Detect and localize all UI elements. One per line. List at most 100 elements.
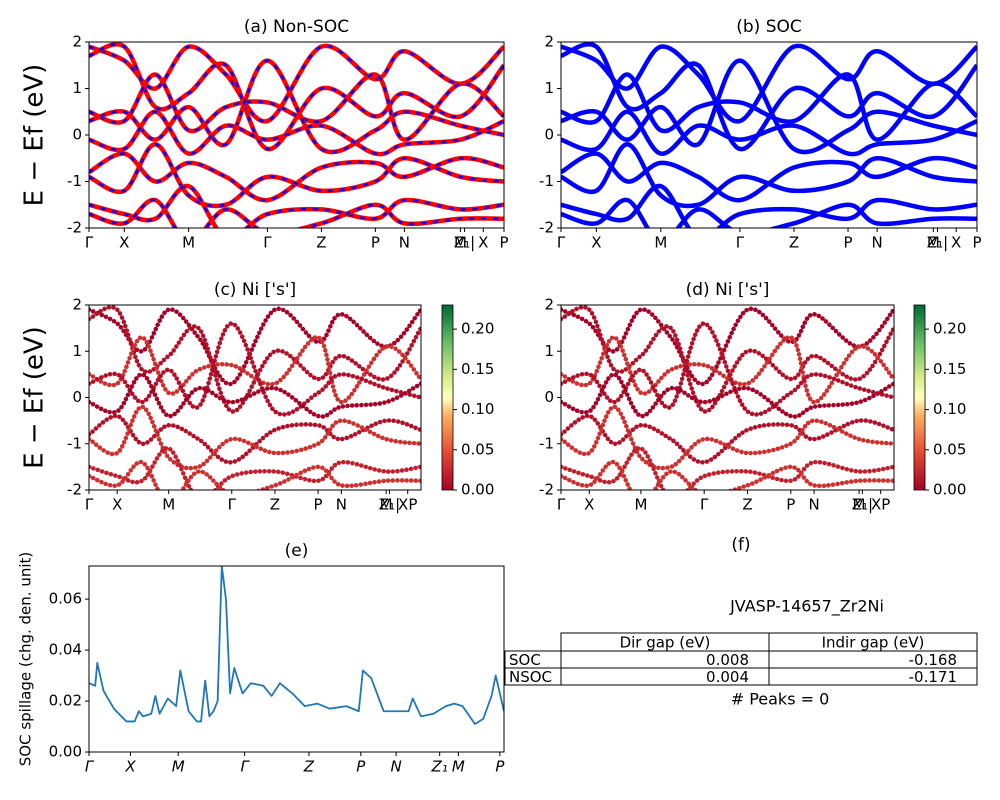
band-line xyxy=(561,72,977,142)
colorbar-tick-label: 0.00 xyxy=(461,481,494,499)
band-line-overlay xyxy=(89,59,504,154)
table-subtitle: JVASP-14657_Zr2Ni xyxy=(729,597,884,617)
x-tick-label: M xyxy=(172,758,185,776)
band-dots xyxy=(89,413,421,465)
x-tick-label: M xyxy=(380,496,393,514)
x-tick-label: M xyxy=(853,496,866,514)
panel-title: (d) Ni ['s'] xyxy=(686,280,770,300)
y-axis-label: E − Ef (eV) xyxy=(20,64,50,207)
x-tick-label: P xyxy=(495,758,505,776)
panel-title: (a) Non-SOC xyxy=(244,17,349,37)
x-tick-label: P xyxy=(844,234,853,252)
band-dots xyxy=(561,404,894,471)
y-tick-label: -2 xyxy=(67,481,82,499)
band-line xyxy=(89,183,504,228)
panel-title: (e) xyxy=(285,541,309,561)
y-tick-label: 0.00 xyxy=(49,743,82,761)
x-tick-label: Z₁| xyxy=(454,234,475,252)
band-line xyxy=(89,142,504,209)
x-tick-label: X xyxy=(112,496,122,514)
colorbar-tick-label: 0.10 xyxy=(461,400,494,418)
x-tick-label: M xyxy=(927,234,940,252)
colorbar-tick-label: 0.05 xyxy=(933,440,966,458)
y-tick-label: -2 xyxy=(539,481,554,499)
plot-area xyxy=(561,42,977,228)
band-line xyxy=(561,42,977,152)
table-note: # Peaks = 0 xyxy=(731,690,830,709)
table-column-header: Dir gap (eV) xyxy=(620,634,711,652)
y-tick-label: -2 xyxy=(539,219,554,237)
x-tick-label: N xyxy=(872,234,883,252)
band-dots xyxy=(561,446,894,490)
band-line xyxy=(561,109,977,157)
band-dots xyxy=(561,413,894,465)
x-tick-label: Γ xyxy=(263,234,272,252)
y-tick-label: 2 xyxy=(544,296,554,314)
y-tick-label: 2 xyxy=(544,33,554,51)
table-row-label: NSOC xyxy=(509,668,552,686)
band-dots xyxy=(89,372,421,419)
y-axis-label: SOC spillage (chg. den. unit) xyxy=(17,552,35,767)
x-tick-label: Γ xyxy=(85,234,94,252)
x-tick-label: M xyxy=(634,496,647,514)
band-line xyxy=(561,58,977,155)
y-tick-label: 1 xyxy=(72,79,82,97)
y-tick-label: 1 xyxy=(72,342,82,360)
table-column-header: Indir gap (eV) xyxy=(822,634,925,652)
x-tick-label: X xyxy=(951,234,961,252)
x-tick-label: P xyxy=(371,234,380,252)
x-tick-label: Γ xyxy=(228,496,237,514)
x-tick-label: X xyxy=(591,234,601,252)
x-tick-label: Z₁| xyxy=(852,496,873,514)
band-line xyxy=(89,151,504,203)
band-dots xyxy=(561,306,894,386)
table-value: -0.168 xyxy=(909,651,957,669)
x-tick-label: N xyxy=(399,234,410,252)
table-row-label: SOC xyxy=(509,651,541,669)
x-tick-label: Z₁| xyxy=(379,496,400,514)
x-tick-label: XP xyxy=(398,496,417,514)
colorbar-tick-label: 0.20 xyxy=(461,320,494,338)
x-tick-label: Γ xyxy=(240,758,250,776)
x-tick-label: Z xyxy=(316,234,326,252)
y-tick-label: 1 xyxy=(544,79,554,97)
band-line-overlay xyxy=(89,152,504,202)
band-line-overlay xyxy=(89,143,504,208)
x-tick-label: Γ xyxy=(700,496,709,514)
x-tick-label: Z₁| xyxy=(927,234,948,252)
y-tick-label: -1 xyxy=(539,434,554,452)
x-tick-label: X xyxy=(119,234,129,252)
colorbar-tick-label: 0.10 xyxy=(933,400,966,418)
x-tick-label: M xyxy=(182,234,195,252)
x-tick-label: M xyxy=(162,496,175,514)
panel-title: (f) xyxy=(731,535,750,555)
x-tick-label: N xyxy=(336,496,347,514)
y-axis-label: E − Ef (eV) xyxy=(20,326,50,469)
y-tick-label: 0.02 xyxy=(49,692,82,710)
band-line xyxy=(561,197,977,228)
y-tick-label: -2 xyxy=(67,219,82,237)
y-tick-label: -1 xyxy=(67,434,82,452)
x-tick-label: P xyxy=(786,496,795,514)
colorbar xyxy=(441,304,454,491)
x-tick-label: Z₁ xyxy=(431,758,448,776)
band-dots xyxy=(89,335,421,405)
band-line xyxy=(561,183,977,228)
band-dots xyxy=(561,459,894,490)
y-tick-label: 2 xyxy=(72,296,82,314)
table-value: 0.004 xyxy=(706,668,749,686)
x-tick-label: P xyxy=(356,758,366,776)
band-dots xyxy=(89,305,421,414)
y-tick-label: 0 xyxy=(544,388,554,406)
x-tick-label: Z xyxy=(270,496,280,514)
x-tick-label: XP xyxy=(871,496,890,514)
panel-title: (c) Ni ['s'] xyxy=(214,280,296,300)
x-tick-label: Z xyxy=(303,758,315,776)
x-tick-label: M xyxy=(454,234,467,252)
table-cell xyxy=(768,667,978,686)
band-line-overlay xyxy=(89,73,504,141)
x-tick-label: Γ xyxy=(557,496,566,514)
panel-title: (b) SOC xyxy=(736,17,802,37)
y-tick-label: 0 xyxy=(72,388,82,406)
x-tick-label: Γ xyxy=(85,758,95,776)
